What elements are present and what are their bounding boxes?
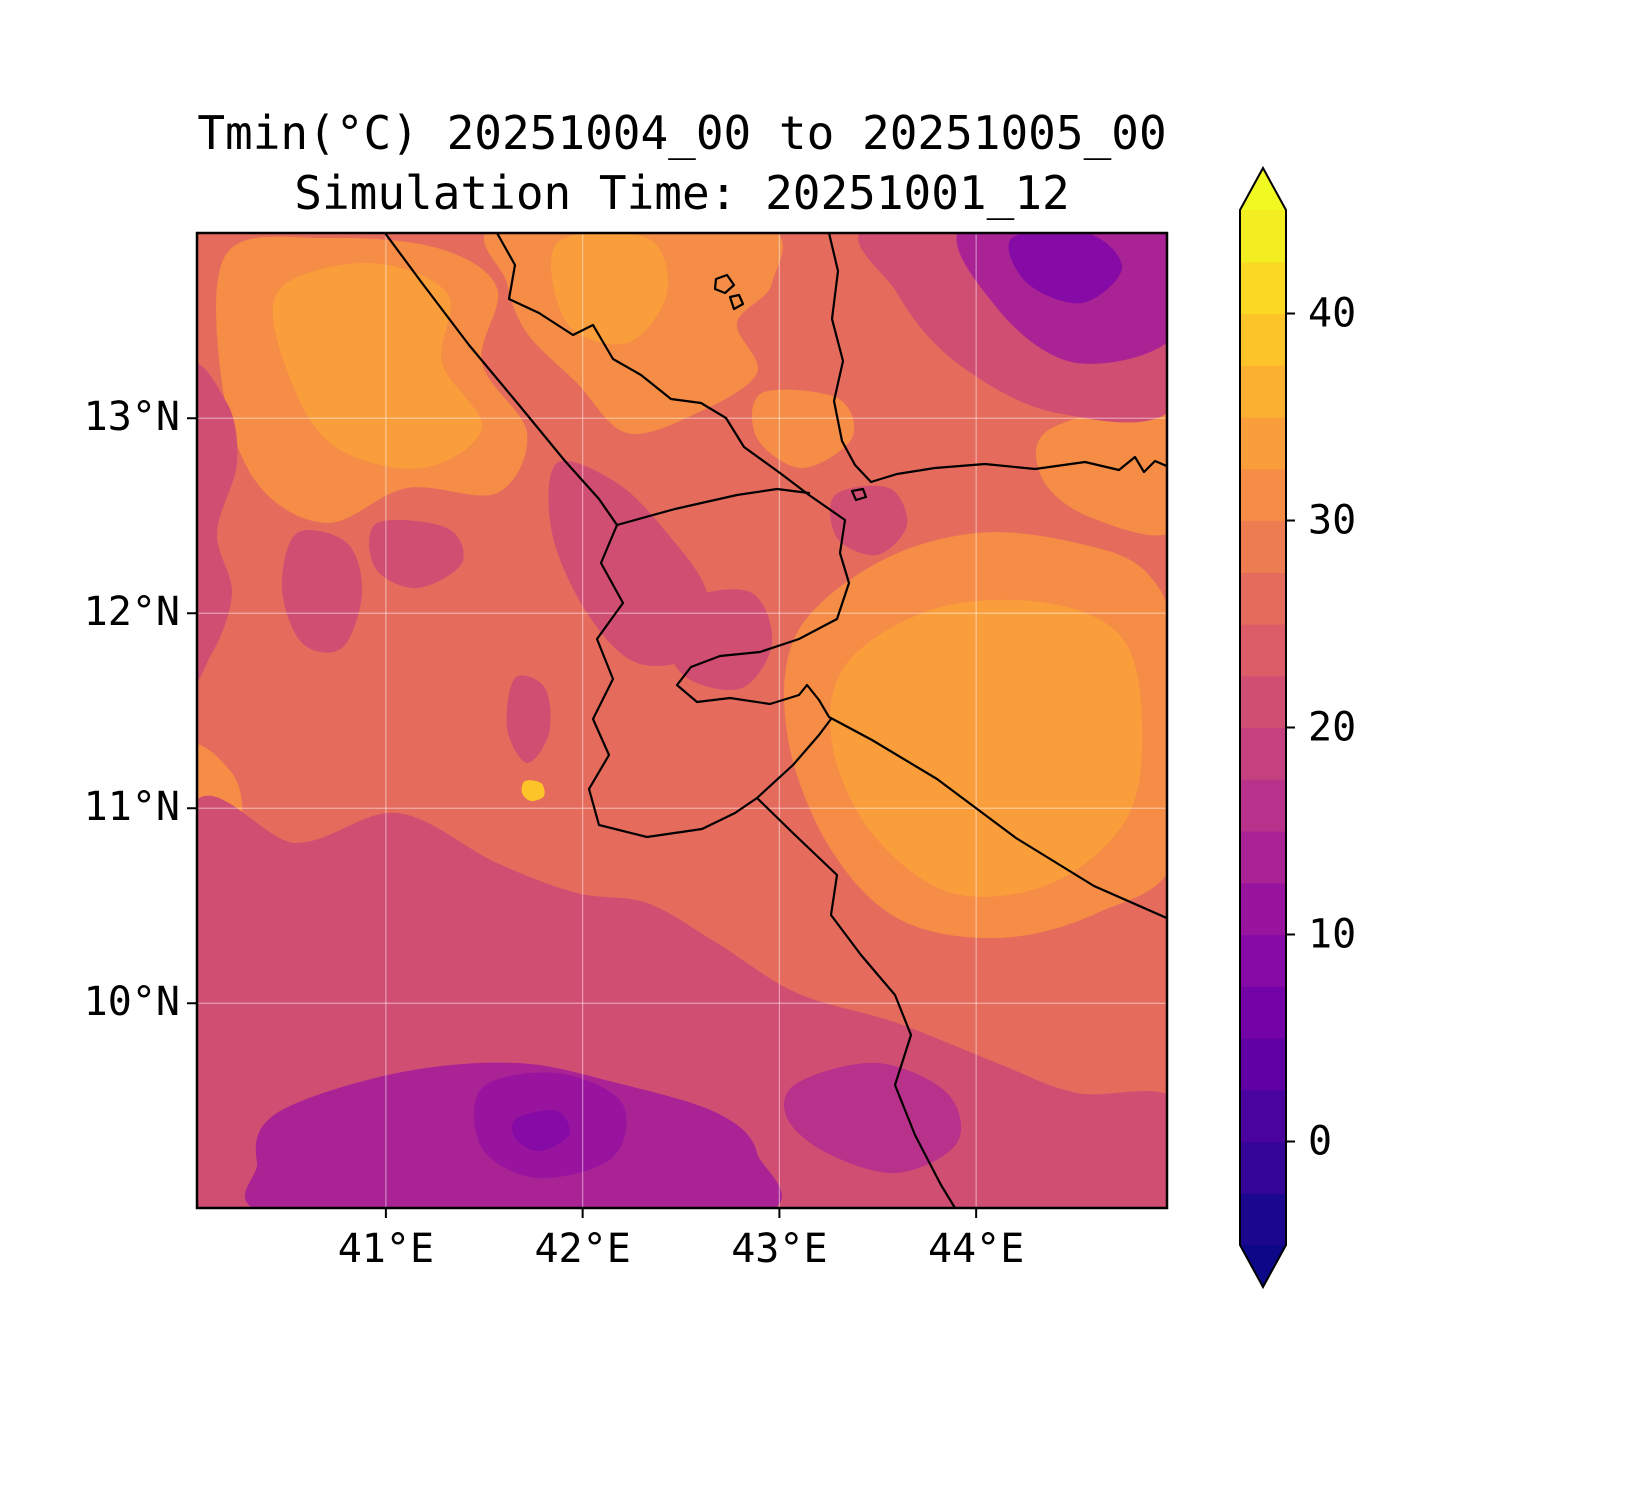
coastline-yemen-coast [827, 233, 1167, 484]
colorbar-band [1240, 520, 1286, 573]
coastline-island-2 [728, 293, 745, 311]
coastline-red-sea-african-coast [495, 233, 1167, 920]
field-region-hot-spot [521, 780, 545, 802]
coastline-perim-island [850, 487, 868, 502]
colorbar-band [1240, 986, 1286, 1039]
colorbar-band [1240, 727, 1286, 780]
colorbar-outline [1239, 165, 1287, 1290]
map-layers [197, 233, 1167, 1208]
field-region-center-cool-strip [506, 675, 551, 764]
field-region-right-edge-warm [1036, 402, 1167, 536]
chart-title: Tmin(°C) 20251004_00 to 20251005_00 [197, 106, 1167, 160]
colorbar-band [1240, 1193, 1286, 1246]
colorbar-band [1240, 572, 1286, 625]
field-region-strait-cool-patch [829, 485, 908, 556]
chart-subtitle: Simulation Time: 20251001_12 [294, 166, 1070, 220]
colorbar: 0 10 20 30 40 [1239, 165, 1356, 1290]
colorbar-band [1240, 624, 1286, 677]
colorbar-band [1240, 675, 1286, 729]
colorbar-band [1240, 313, 1286, 366]
field-region-coastal-warm-spot [751, 389, 855, 468]
colorbar-band [1240, 365, 1286, 418]
field-region-topleft-warm-core [272, 263, 483, 469]
border-ethiopia-djibouti [587, 523, 759, 839]
coastline-island-1 [713, 273, 736, 295]
border-ethiopia-somalia [755, 796, 957, 1208]
colorbar-over-arrow [1240, 168, 1286, 210]
map-plot [187, 231, 1169, 1218]
colorbar-band [1240, 261, 1286, 315]
colorbar-band [1240, 210, 1286, 263]
colorbar-band [1240, 1141, 1286, 1194]
border-eritrea-djibouti [615, 487, 811, 527]
y-tick-label: 13°N [83, 394, 180, 441]
field-region-danakil-cool-band [548, 460, 710, 667]
colorbar-band [1240, 831, 1286, 884]
x-tick-label: 42°E [534, 1226, 631, 1272]
colorbar-band [1240, 934, 1286, 987]
colorbar-band [1240, 1089, 1286, 1143]
field-region-topcenter-warm-core [551, 233, 668, 345]
map-frame [195, 231, 1169, 1210]
border-djibouti-somalia [755, 717, 833, 800]
field-region-north-cool-patch [368, 519, 464, 589]
colorbar-band [1240, 882, 1286, 936]
field-region-left-edge-cool-strip [197, 364, 238, 683]
colorbar-tick-label: 30 [1308, 498, 1356, 544]
colorbar-tick-label: 0 [1308, 1119, 1332, 1165]
y-tick-label: 11°N [83, 784, 180, 831]
colorbar-band [1240, 468, 1286, 522]
colorbar-tick-label: 10 [1308, 912, 1356, 958]
colorbar-under-arrow [1240, 1245, 1286, 1287]
field-region-southeast-cold-blob [784, 1062, 962, 1174]
x-tick-label: 44°E [927, 1226, 1025, 1272]
field-region-center-cool-blob [666, 589, 773, 691]
field-region-south-cold-spot [511, 1110, 570, 1152]
colorbar-band [1240, 1038, 1286, 1091]
x-tick-label: 43°E [731, 1226, 828, 1272]
colorbar-tick-label: 40 [1308, 291, 1356, 337]
y-tick-label: 12°N [83, 589, 180, 636]
colorbar-band [1240, 779, 1286, 832]
x-tick-label: 41°E [337, 1226, 435, 1272]
y-tick-label: 10°N [83, 979, 180, 1026]
colorbar-band [1240, 417, 1286, 470]
field-region-gulf-warm-core [830, 599, 1143, 897]
field-region-west-cool-blob [281, 529, 363, 653]
border-eritrea-ethiopia [383, 233, 619, 527]
field-region-topright-cool-core [1008, 233, 1123, 304]
colorbar-tick-label: 20 [1308, 705, 1356, 751]
